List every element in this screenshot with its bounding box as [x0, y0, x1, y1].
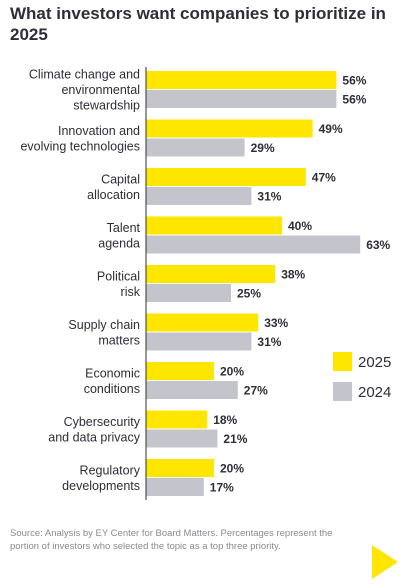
bar-2024 [146, 478, 204, 496]
bar-2024 [146, 90, 337, 108]
bar-value-label: 27% [244, 384, 268, 398]
bar-value-label: 56% [342, 93, 366, 107]
category-label: Cybersecurity and data privacy [48, 415, 140, 445]
bar-2024 [146, 381, 238, 399]
bar-value-label: 18% [213, 413, 237, 427]
category-label: Climate change and environmental stewardsh… [29, 68, 140, 113]
category-label: Innovation and evolving technologies [20, 124, 140, 154]
bar-2025 [146, 71, 337, 89]
bar-value-label: 20% [220, 365, 244, 379]
bar-value-label: 21% [223, 432, 247, 446]
bar-value-label: 17% [210, 481, 234, 495]
bar-2025 [146, 313, 259, 332]
bar-value-label: 38% [281, 268, 305, 282]
legend-label: 2024 [358, 384, 391, 401]
source-note: Source: Analysis by EY Center for Board … [10, 528, 333, 552]
category-label: Political risk [97, 269, 141, 299]
category-label: Economic conditions [84, 366, 140, 396]
bar-value-label: 29% [251, 141, 275, 155]
bar-value-label: 56% [342, 74, 366, 88]
bar-value-label: 40% [288, 219, 312, 233]
bar-value-label: 47% [312, 171, 336, 185]
bar-2025 [146, 168, 306, 186]
bar-2024 [146, 138, 245, 157]
category-label: Capital allocation [87, 172, 140, 202]
category-label: Supply chain matters [68, 318, 140, 348]
legend-swatch-2024 [333, 382, 352, 401]
category-label: Talent agenda [98, 221, 140, 251]
bar-2025 [146, 410, 208, 429]
bar-value-label: 20% [220, 462, 244, 476]
category-label: Regulatory developments [62, 463, 141, 493]
bar-2025 [146, 216, 282, 235]
play-arrow-icon [372, 545, 398, 579]
bar-value-label: 33% [264, 316, 288, 330]
bar-value-label: 31% [257, 190, 281, 204]
bar-value-label: 31% [257, 335, 281, 349]
bar-2025 [146, 119, 313, 138]
bar-value-label: 25% [237, 287, 261, 301]
bar-2024 [146, 429, 218, 448]
bar-value-label: 63% [366, 238, 390, 252]
bar-value-label: 49% [319, 122, 343, 136]
bar-2025 [146, 362, 214, 380]
bar-2025 [146, 265, 276, 283]
bar-2024 [146, 187, 252, 205]
bar-2024 [146, 284, 231, 302]
bar-2024 [146, 332, 252, 351]
legend-swatch-2025 [333, 352, 352, 371]
bar-2025 [146, 459, 214, 477]
chart-title: What investors want companies to priorit… [10, 4, 386, 44]
legend-label: 2025 [358, 354, 391, 371]
bar-2024 [146, 235, 361, 254]
